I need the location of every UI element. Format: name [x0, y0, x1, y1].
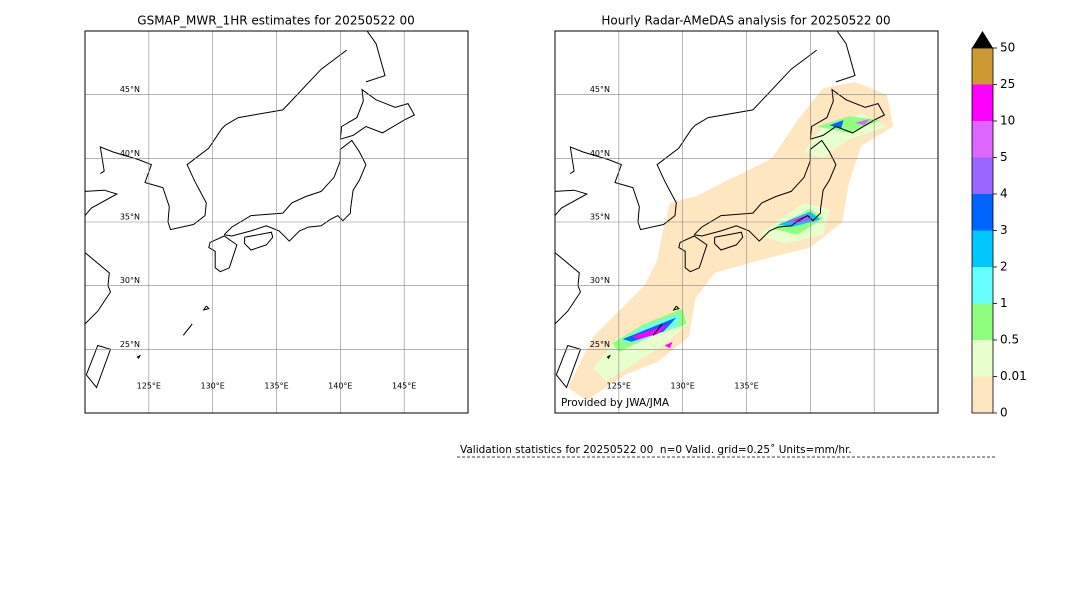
map-title: GSMAP_MWR_1HR estimates for 20250522 00 — [137, 14, 414, 28]
colorbar-extend — [972, 31, 993, 48]
lon-label: 125°E — [137, 382, 161, 391]
colorbar-band — [972, 157, 993, 194]
coastline — [809, 88, 886, 140]
lat-label: 30°N — [120, 276, 140, 285]
lat-label: 40°N — [590, 149, 610, 158]
coastline — [652, 323, 663, 336]
coastline — [339, 88, 416, 140]
lon-label: 135°E — [264, 382, 288, 391]
coastline — [182, 323, 193, 336]
map-frame — [84, 30, 469, 414]
rain-area — [631, 323, 670, 340]
coastline — [202, 305, 210, 311]
colorbar-label: 1 — [1000, 296, 1008, 310]
rain-area — [855, 118, 871, 126]
coastline — [244, 231, 274, 251]
coastline — [365, 31, 386, 83]
colorbar-band — [972, 376, 993, 413]
colorbar-label: 50 — [1000, 41, 1015, 55]
lon-label: 145°E — [392, 382, 416, 391]
coastline — [555, 189, 589, 216]
lat-label: 35°N — [590, 213, 610, 222]
map-body — [85, 31, 468, 413]
lat-label: 25°N — [120, 340, 140, 349]
colorbar-label: 2 — [1000, 260, 1008, 274]
lon-label: 135°E — [734, 382, 758, 391]
colorbar-band — [972, 340, 993, 377]
rain-area — [567, 81, 894, 401]
map-title: Hourly Radar-AMeDAS analysis for 2025052… — [601, 14, 890, 28]
lon-label: 125°E — [607, 382, 631, 391]
coastline — [208, 235, 238, 273]
coastline — [693, 139, 837, 242]
colorbar-label: 0.5 — [1000, 333, 1019, 347]
coastline — [85, 252, 112, 325]
colorbar-label: 5 — [1000, 150, 1008, 164]
map-frame — [554, 30, 939, 414]
coastline — [85, 189, 119, 216]
colorbar-band — [972, 267, 993, 304]
colorbar-band — [972, 121, 993, 158]
coastline — [569, 49, 817, 231]
coastline — [606, 354, 612, 360]
lat-label: 45°N — [590, 85, 610, 94]
rain-area — [829, 120, 844, 129]
colorbar-label: 25 — [1000, 77, 1015, 91]
lat-label: 45°N — [120, 85, 140, 94]
colorbar-label: 3 — [1000, 223, 1008, 237]
colorbar-label: 4 — [1000, 187, 1008, 201]
validation-text: Validation statistics for 20250522 00 n=… — [460, 444, 852, 456]
colorbar-band — [972, 48, 993, 85]
coastline — [835, 31, 856, 83]
coastline — [714, 231, 744, 251]
colorbar-label: 0.01 — [1000, 369, 1027, 383]
map-body — [555, 31, 938, 413]
colorbar-label: 10 — [1000, 114, 1015, 128]
coastline — [99, 49, 347, 231]
colorbar-label: 0 — [1000, 406, 1008, 420]
lon-label: 140°E — [328, 382, 352, 391]
coastline — [555, 252, 582, 325]
colorbar-band — [972, 84, 993, 121]
colorbar-band — [972, 230, 993, 267]
coastline — [672, 305, 680, 311]
rain-area — [664, 341, 673, 349]
coastline — [136, 354, 142, 360]
coastline — [678, 235, 708, 273]
colorbar-band — [972, 303, 993, 340]
coastline — [223, 139, 367, 242]
lon-label: 130°E — [201, 382, 225, 391]
credit: Provided by JWA/JMA — [561, 397, 670, 409]
lat-label: 35°N — [120, 213, 140, 222]
rain-area — [793, 216, 804, 222]
lat-label: 25°N — [590, 340, 610, 349]
lat-label: 30°N — [590, 276, 610, 285]
lat-label: 40°N — [120, 149, 140, 158]
lon-label: 130°E — [671, 382, 695, 391]
colorbar-band — [972, 194, 993, 231]
